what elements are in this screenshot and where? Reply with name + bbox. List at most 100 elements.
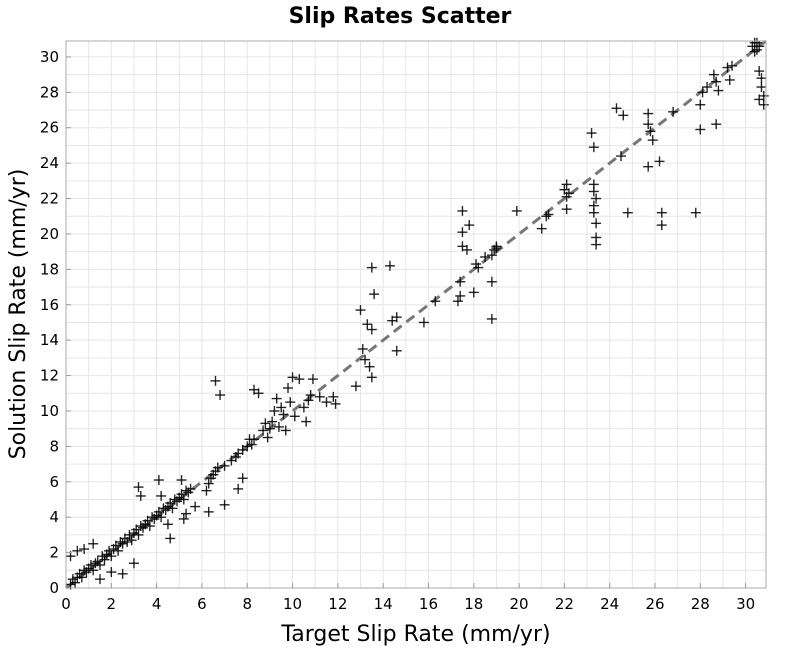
- x-tick-label: 26: [645, 595, 664, 613]
- data-point: [756, 82, 767, 93]
- data-point: [360, 354, 371, 365]
- data-point: [169, 494, 180, 505]
- data-point: [94, 559, 105, 570]
- data-point: [622, 207, 633, 218]
- data-point: [210, 375, 221, 386]
- data-point: [113, 545, 124, 556]
- data-point: [88, 538, 99, 549]
- data-point: [181, 485, 192, 496]
- y-tick-label: 28: [40, 83, 59, 101]
- data-point: [561, 204, 572, 215]
- data-point: [480, 251, 491, 262]
- data-point: [185, 483, 196, 494]
- y-axis-title: Solution Slip Rate (mm/yr): [6, 169, 31, 460]
- data-point: [285, 397, 296, 408]
- data-point: [147, 512, 158, 523]
- data-point: [611, 103, 622, 114]
- data-point: [536, 223, 547, 234]
- data-point: [70, 577, 81, 588]
- data-point: [260, 418, 271, 429]
- data-point: [233, 483, 244, 494]
- data-point: [201, 485, 212, 496]
- data-point: [366, 262, 377, 273]
- y-tick-label: 2: [49, 544, 59, 562]
- data-point: [457, 227, 468, 238]
- data-point: [144, 521, 155, 532]
- data-point: [258, 425, 269, 436]
- data-point: [645, 126, 656, 137]
- data-point: [690, 207, 701, 218]
- x-tick-label: 6: [197, 595, 207, 613]
- data-point: [122, 536, 133, 547]
- data-point: [90, 558, 101, 569]
- data-point: [133, 529, 144, 540]
- data-point: [117, 568, 128, 579]
- data-point: [262, 432, 273, 443]
- data-point: [695, 99, 706, 110]
- data-point: [328, 391, 339, 402]
- data-point: [269, 405, 280, 416]
- data-point: [711, 119, 722, 130]
- data-point: [457, 205, 468, 216]
- data-point: [215, 390, 226, 401]
- data-point: [126, 535, 137, 546]
- data-point: [754, 66, 765, 77]
- y-tick-label: 8: [49, 437, 59, 455]
- data-point: [643, 161, 654, 172]
- data-point: [430, 296, 441, 307]
- y-tick-label: 24: [40, 154, 59, 172]
- data-point: [727, 60, 738, 71]
- data-point: [461, 244, 472, 255]
- data-point: [591, 232, 602, 243]
- x-tick-label: 22: [555, 595, 574, 613]
- data-point: [72, 545, 83, 556]
- data-point: [561, 179, 572, 190]
- x-tick-label: 0: [61, 595, 71, 613]
- data-point: [563, 188, 574, 199]
- data-point: [271, 393, 282, 404]
- x-tick-label: 8: [242, 595, 252, 613]
- data-point: [702, 82, 713, 93]
- data-point: [178, 494, 189, 505]
- x-tick-label: 30: [736, 595, 755, 613]
- data-point: [307, 374, 318, 385]
- data-point: [237, 473, 248, 484]
- data-point: [486, 276, 497, 287]
- data-point: [618, 110, 629, 121]
- data-point: [253, 388, 264, 399]
- data-point: [264, 423, 275, 434]
- data-point: [203, 506, 214, 517]
- data-point: [212, 462, 223, 473]
- data-point: [167, 503, 178, 514]
- data-point: [362, 319, 373, 330]
- data-point: [135, 490, 146, 501]
- y-tick-label: 12: [40, 367, 59, 385]
- data-point: [586, 128, 597, 139]
- data-point: [511, 205, 522, 216]
- data-point: [314, 391, 325, 402]
- data-point: [135, 521, 146, 532]
- data-point: [452, 296, 463, 307]
- data-point: [355, 305, 366, 316]
- data-point: [178, 513, 189, 524]
- x-axis-title: Target Slip Rate (mm/yr): [280, 622, 550, 647]
- data-point: [303, 395, 314, 406]
- data-point: [754, 94, 765, 105]
- data-point: [278, 409, 289, 420]
- data-point: [162, 519, 173, 530]
- data-point: [591, 218, 602, 229]
- data-point: [722, 62, 733, 73]
- y-tick-label: 4: [49, 508, 59, 526]
- data-point: [588, 142, 599, 153]
- data-point: [242, 441, 253, 452]
- data-point: [486, 250, 497, 261]
- data-point: [267, 416, 278, 427]
- data-point: [283, 382, 294, 393]
- data-point: [294, 374, 305, 385]
- y-tick-label: 0: [49, 579, 59, 597]
- x-tick-label: 16: [419, 595, 438, 613]
- x-tick-label: 28: [691, 595, 710, 613]
- data-point: [301, 416, 312, 427]
- x-tick-label: 18: [464, 595, 483, 613]
